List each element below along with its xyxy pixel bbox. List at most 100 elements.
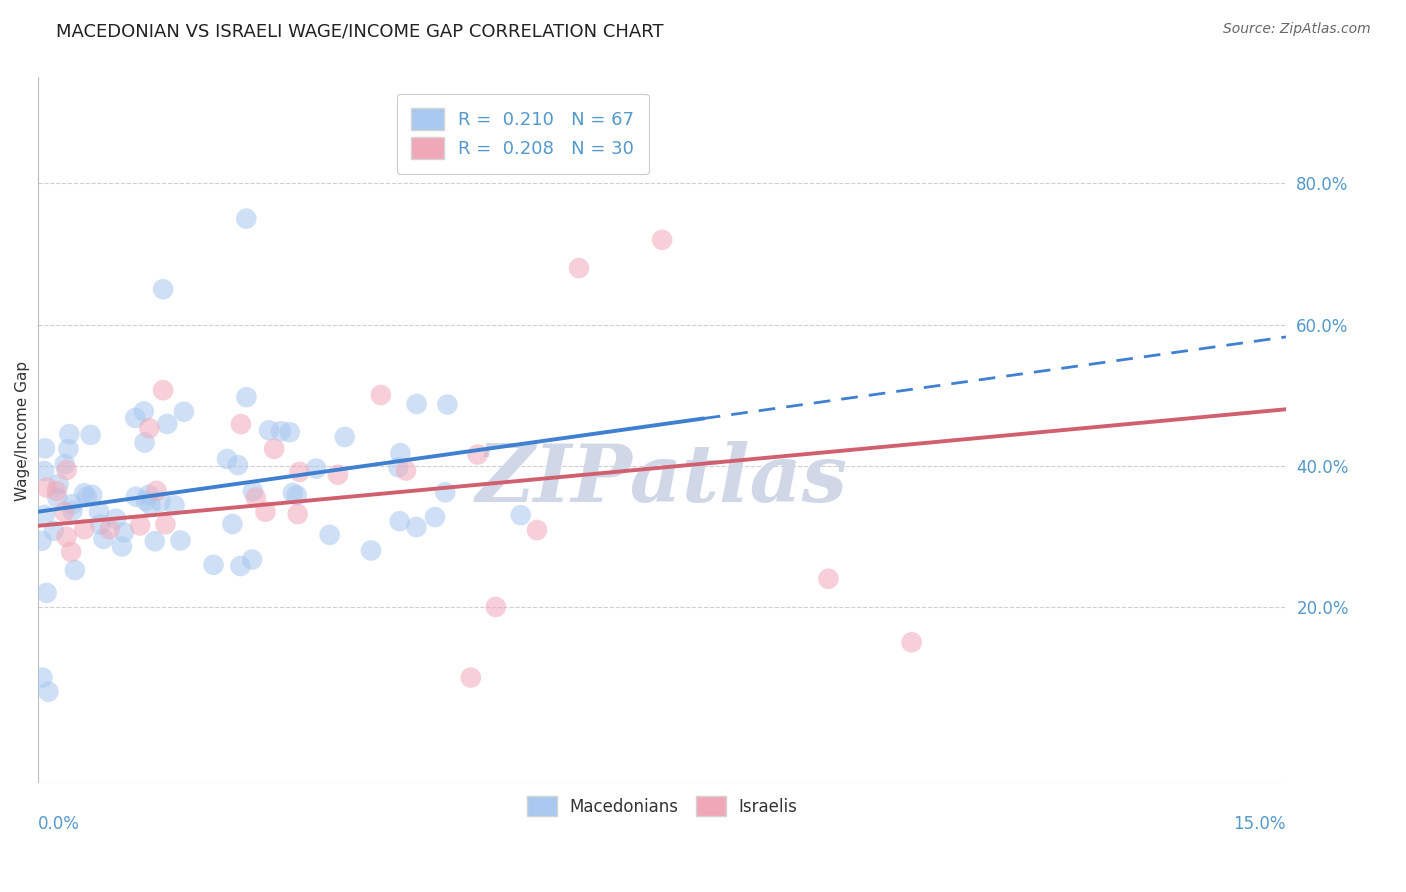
Point (405, 397, 427, 411)
Point (139, 498, 162, 512)
Point (270, 424, 292, 438)
Point (360, 543, 382, 558)
Point (62, 497, 84, 511)
Point (152, 383, 174, 397)
Point (89, 517, 111, 532)
Point (98, 522, 121, 536)
Point (235, 390, 257, 404)
Point (389, 446, 412, 460)
Point (285, 488, 308, 502)
Point (104, 512, 127, 526)
Point (35, 586, 58, 600)
Point (163, 499, 186, 513)
Point (82, 488, 104, 502)
Point (111, 540, 134, 554)
Point (900, 635, 922, 649)
Point (93, 532, 115, 546)
Point (63, 563, 86, 577)
Point (155, 517, 177, 532)
Point (288, 465, 311, 479)
Point (79, 428, 101, 442)
Point (55, 530, 77, 544)
Point (202, 558, 225, 572)
Point (32, 464, 55, 478)
Point (226, 458, 249, 472)
Point (35, 481, 58, 495)
Point (509, 508, 531, 523)
Text: 0.0%: 0.0% (38, 815, 80, 833)
Point (73, 486, 96, 500)
Point (169, 533, 191, 548)
Text: MACEDONIAN VS ISRAELI WAGE/INCOME GAP CORRELATION CHART: MACEDONIAN VS ISRAELI WAGE/INCOME GAP CO… (56, 22, 664, 40)
Point (568, 261, 591, 276)
Text: Source: ZipAtlas.com: Source: ZipAtlas.com (1223, 22, 1371, 37)
Point (129, 518, 152, 533)
Point (245, 491, 267, 505)
Point (145, 483, 167, 498)
Point (221, 516, 243, 531)
Point (46, 491, 69, 505)
Point (138, 488, 160, 502)
Point (112, 525, 135, 540)
Point (58, 442, 80, 456)
Point (58, 427, 80, 442)
Point (45, 484, 67, 499)
Point (281, 486, 304, 500)
Point (135, 493, 157, 508)
Point (87, 504, 110, 518)
Text: ZIPatlas: ZIPatlas (477, 442, 848, 518)
Point (318, 528, 340, 542)
Point (48, 477, 70, 491)
Point (53, 457, 76, 471)
Point (62, 504, 84, 518)
Point (124, 411, 146, 425)
Point (42, 524, 65, 538)
Point (370, 388, 392, 402)
Point (34, 442, 56, 456)
Point (149, 494, 172, 508)
Point (229, 417, 252, 431)
Point (333, 430, 356, 444)
Point (305, 461, 328, 475)
Point (229, 559, 252, 574)
Point (217, 452, 239, 467)
Point (31, 671, 53, 685)
Point (263, 442, 285, 456)
Point (436, 398, 458, 412)
Point (278, 425, 301, 440)
Point (287, 507, 309, 521)
Point (387, 460, 409, 475)
Point (55, 463, 77, 477)
Point (257, 423, 280, 437)
Point (37, 684, 59, 698)
Point (242, 484, 264, 499)
Legend: Macedonians, Israelis: Macedonians, Israelis (519, 788, 806, 824)
Text: 15.0%: 15.0% (1233, 815, 1286, 833)
Point (134, 435, 156, 450)
Point (34, 508, 56, 522)
Point (423, 510, 446, 524)
Point (138, 421, 160, 435)
Point (73, 522, 96, 536)
Point (817, 572, 839, 586)
Point (156, 417, 179, 431)
Point (60, 545, 83, 559)
Point (173, 405, 195, 419)
Point (395, 463, 418, 477)
Point (485, 599, 508, 614)
Point (235, 211, 257, 226)
Point (240, 552, 263, 566)
Point (651, 233, 673, 247)
Point (434, 485, 457, 500)
Point (326, 467, 349, 482)
Point (76, 490, 98, 504)
Point (254, 505, 277, 519)
Point (388, 514, 411, 528)
Point (53, 505, 76, 519)
Y-axis label: Wage/Income Gap: Wage/Income Gap (15, 360, 30, 500)
Point (460, 671, 482, 685)
Point (31, 533, 53, 548)
Point (132, 404, 155, 418)
Point (467, 448, 489, 462)
Point (405, 520, 427, 534)
